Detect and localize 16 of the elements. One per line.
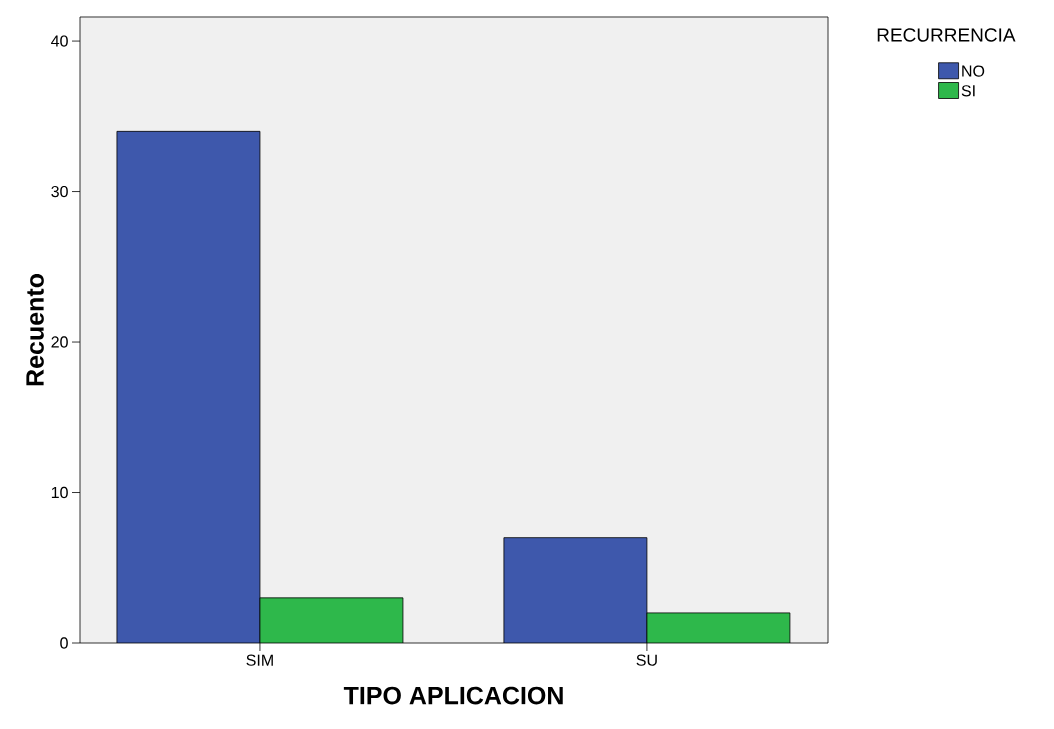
legend-label: NO bbox=[962, 65, 985, 77]
y-tick-label: 20 bbox=[51, 336, 68, 348]
y-axis-title: Recuento bbox=[26, 274, 44, 386]
bar bbox=[646, 612, 791, 643]
x-tick-label: SIM bbox=[246, 654, 273, 666]
bar bbox=[259, 597, 404, 643]
y-tick-label: 0 bbox=[60, 637, 68, 649]
legend-title: RECURRENCIA bbox=[877, 28, 1016, 42]
bar bbox=[503, 537, 648, 643]
y-tick-label: 30 bbox=[51, 185, 68, 198]
y-tick-label: 10 bbox=[51, 486, 68, 499]
x-axis-title: TIPO APLICACION bbox=[343, 686, 563, 705]
x-tick-label: SU bbox=[636, 654, 657, 666]
legend-label: SI bbox=[961, 85, 975, 97]
bar bbox=[116, 130, 261, 643]
y-tick-label: 40 bbox=[51, 35, 68, 47]
